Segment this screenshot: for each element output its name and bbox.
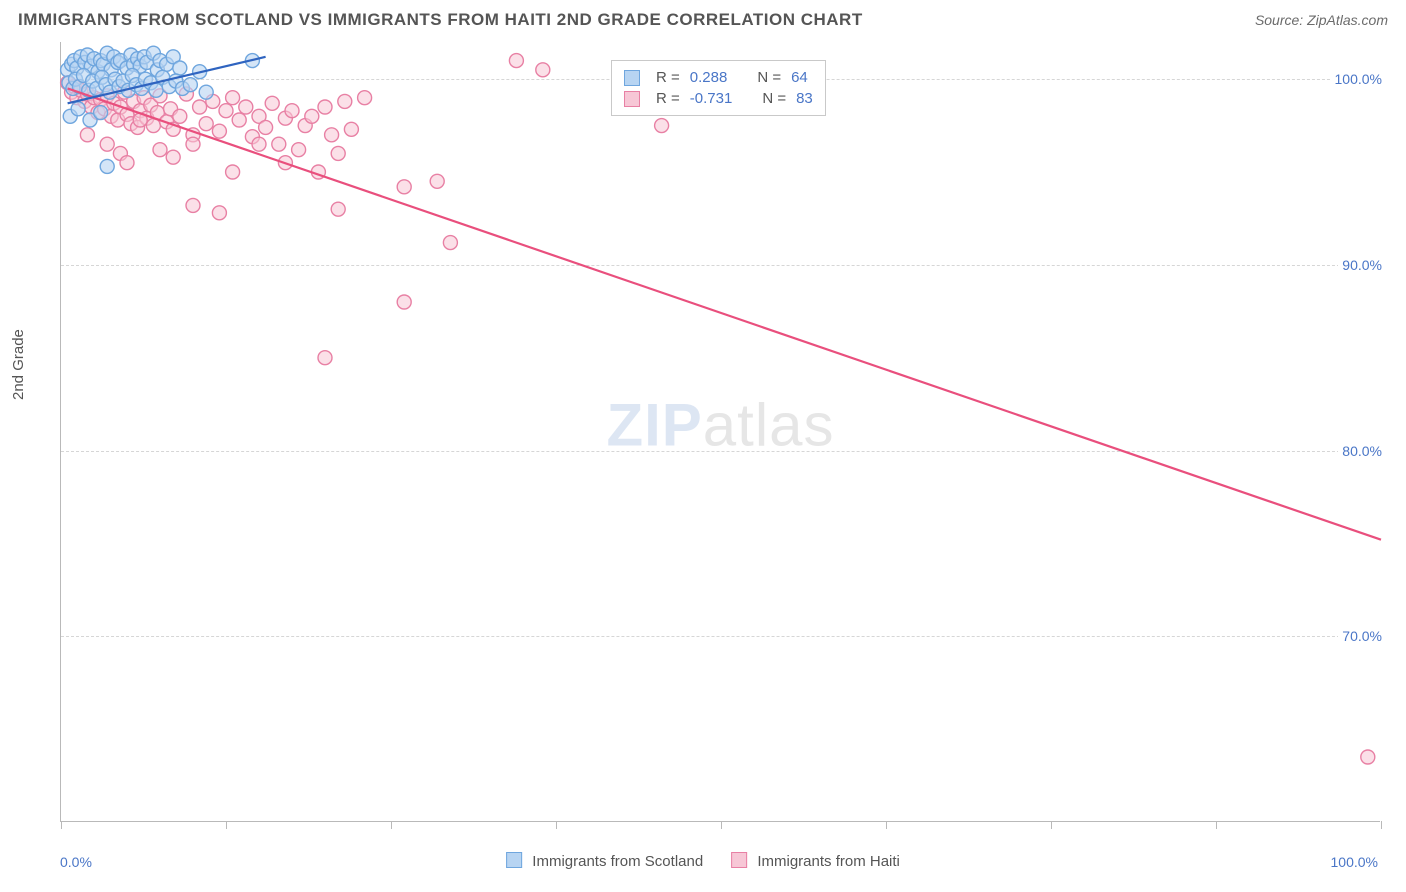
scotland-swatch-icon — [506, 852, 522, 868]
legend-bottom: Immigrants from Scotland Immigrants from… — [506, 852, 900, 870]
scotland-swatch-icon — [624, 70, 640, 86]
x-tick — [886, 821, 887, 829]
plot-area: ZIPatlas 70.0%80.0%90.0%100.0% R = 0.288… — [60, 42, 1380, 822]
x-axis-max-label: 100.0% — [1331, 854, 1378, 870]
haiti-trendline — [68, 88, 1381, 539]
x-tick — [1216, 821, 1217, 829]
scotland-legend-label: Immigrants from Scotland — [532, 853, 703, 870]
x-tick — [61, 821, 62, 829]
x-tick — [556, 821, 557, 829]
scotland-r-value: 0.288 — [690, 69, 728, 86]
x-tick — [226, 821, 227, 829]
legend-item-haiti: Immigrants from Haiti — [731, 852, 900, 870]
correlation-legend: R = 0.288 N = 64 R = -0.731 N = 83 — [611, 60, 826, 116]
legend-row-haiti: R = -0.731 N = 83 — [624, 88, 813, 109]
x-tick — [1381, 821, 1382, 829]
haiti-swatch-icon — [731, 852, 747, 868]
n-label: N = — [762, 90, 786, 107]
haiti-n-value: 83 — [796, 90, 813, 107]
x-tick — [1051, 821, 1052, 829]
x-tick — [721, 821, 722, 829]
y-axis-label: 2nd Grade — [10, 329, 27, 400]
scotland-trendline — [68, 57, 266, 103]
r-label: R = — [656, 90, 680, 107]
haiti-legend-label: Immigrants from Haiti — [757, 853, 900, 870]
haiti-swatch-icon — [624, 91, 640, 107]
r-label: R = — [656, 69, 680, 86]
chart-title: IMMIGRANTS FROM SCOTLAND VS IMMIGRANTS F… — [18, 10, 863, 30]
x-axis-min-label: 0.0% — [60, 854, 92, 870]
scotland-n-value: 64 — [791, 69, 808, 86]
legend-row-scotland: R = 0.288 N = 64 — [624, 67, 813, 88]
haiti-r-value: -0.731 — [690, 90, 733, 107]
source-label: Source: ZipAtlas.com — [1255, 12, 1388, 28]
x-tick — [391, 821, 392, 829]
n-label: N = — [757, 69, 781, 86]
legend-item-scotland: Immigrants from Scotland — [506, 852, 703, 870]
